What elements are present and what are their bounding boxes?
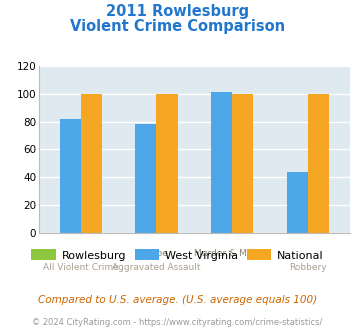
Text: Murder & Mans...: Murder & Mans...	[193, 249, 271, 258]
Bar	[308, 94, 329, 233]
Text: Aggravated Assault: Aggravated Assault	[112, 263, 201, 272]
Text: 2011 Rowlesburg: 2011 Rowlesburg	[106, 4, 249, 19]
Text: © 2024 CityRating.com - https://www.cityrating.com/crime-statistics/: © 2024 CityRating.com - https://www.city…	[32, 318, 323, 327]
Bar	[135, 124, 157, 233]
Bar	[60, 119, 81, 233]
Bar	[157, 94, 178, 233]
Bar	[81, 94, 102, 233]
Bar	[232, 94, 253, 233]
Text: All Violent Crime: All Violent Crime	[43, 263, 119, 272]
Text: Violent Crime Comparison: Violent Crime Comparison	[70, 19, 285, 34]
Bar	[211, 92, 232, 233]
Text: Robbery: Robbery	[289, 263, 327, 272]
Legend: Rowlesburg, West Virginia, National: Rowlesburg, West Virginia, National	[27, 245, 328, 265]
Text: Rape: Rape	[145, 249, 168, 258]
Bar	[287, 172, 308, 233]
Text: Compared to U.S. average. (U.S. average equals 100): Compared to U.S. average. (U.S. average …	[38, 295, 317, 305]
